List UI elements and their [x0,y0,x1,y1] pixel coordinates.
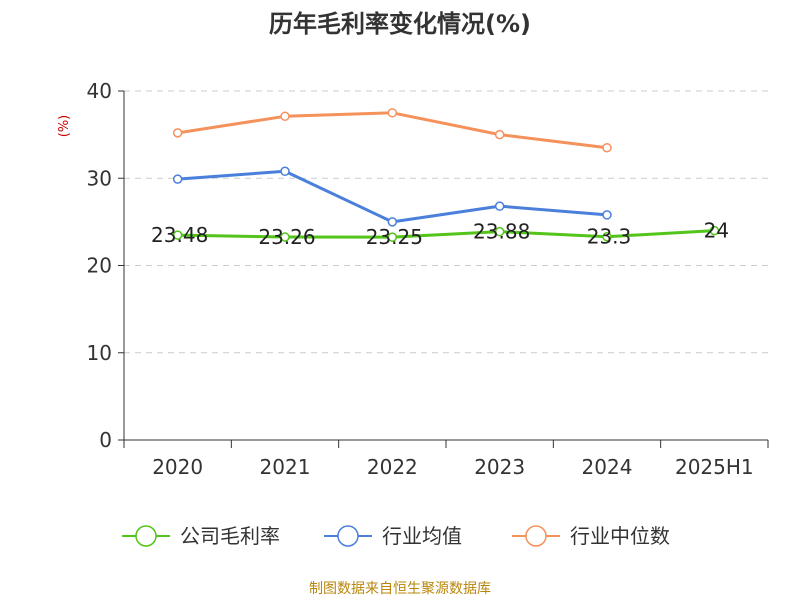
legend-swatch-marker [525,525,547,547]
data-point-marker [387,217,398,227]
source-note: 制图数据来自恒生聚源数据库 [309,581,491,597]
series-line-1 [177,169,608,224]
data-point-marker [172,128,183,138]
grid-lines [124,90,768,354]
x-tick-label: 2021 [260,455,311,479]
x-tick-label: 2020 [152,455,203,479]
data-label: 23.48 [151,223,208,247]
data-label: 23.25 [366,225,423,249]
data-point-marker [602,142,612,153]
data-point-marker [280,166,290,177]
data-point-marker [494,201,505,211]
series-line-0 [177,229,715,239]
x-tick-label: 2023 [474,455,525,479]
y-tick-label: 0 [99,428,112,452]
legend-item-0: 公司毛利率 [122,524,280,548]
legend: 公司毛利率 行业均值 行业中位数 [122,524,670,548]
data-point-marker [494,226,505,237]
data-point-marker [387,232,398,242]
data-label: 23.88 [473,220,530,244]
data-point-marker [602,231,612,242]
data-point-marker [602,210,612,220]
x-tick-label: 2024 [582,455,633,479]
x-tick-label: 2025H1 [675,455,754,479]
y-axis-label: (%) [57,115,72,138]
data-point-marker [387,108,398,118]
data-point-marker [494,129,505,140]
legend-label: 公司毛利率 [180,524,280,548]
axes: 0 10 20 30 40 2020 2021 2022 2023 2024 2025H1 [87,79,769,479]
y-tick-label: 20 [87,254,112,278]
data-point-marker [172,174,183,184]
data-point-marker [172,230,183,240]
legend-swatch-marker [337,525,359,547]
series-line-2 [177,111,608,150]
y-tick-label: 40 [87,79,112,103]
chart-title: 历年毛利率变化情况(%) [269,10,531,38]
y-tick-label: 30 [87,166,112,190]
data-point-marker [280,232,290,242]
data-point-marker [709,225,720,236]
series-lines [172,108,720,242]
legend-swatch-marker [135,525,157,547]
legend-item-1: 行业均值 [324,524,462,548]
x-tick-label: 2022 [367,455,418,479]
data-labels: 23.48 23.26 23.25 23.88 23.3 24 [151,219,729,250]
legend-label: 行业中位数 [570,524,670,548]
data-point-marker [280,111,290,122]
data-label: 23.3 [587,225,632,249]
data-label: 23.26 [258,225,315,249]
data-label: 24 [704,219,729,243]
y-tick-label: 10 [87,341,112,365]
legend-item-2: 行业中位数 [512,524,670,548]
legend-label: 行业均值 [382,524,462,548]
